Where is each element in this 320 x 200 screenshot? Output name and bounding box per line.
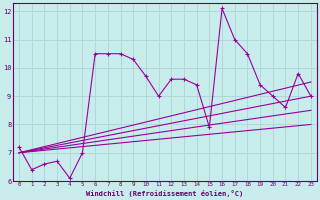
X-axis label: Windchill (Refroidissement éolien,°C): Windchill (Refroidissement éolien,°C)	[86, 190, 244, 197]
